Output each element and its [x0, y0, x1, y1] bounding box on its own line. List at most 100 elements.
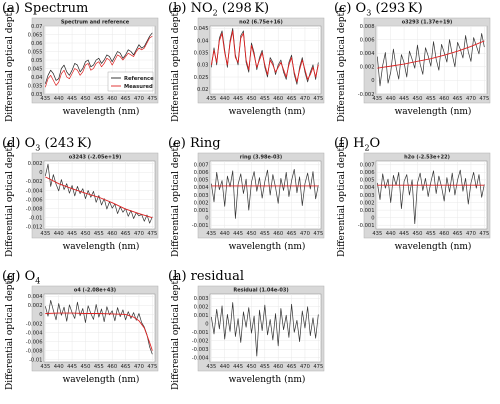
x-tick-label: 445: [399, 96, 409, 102]
panel-c: (c) O3 (293 K) o3293 (1.37e+19) -0.002 0 0.0…: [334, 2, 494, 132]
y-tick-label: -0.006: [26, 197, 43, 203]
legend-label: Measured: [124, 84, 153, 90]
plot-title: h2o (-2.53e+22): [404, 155, 450, 161]
y-axis-label: Differential optical depth: [337, 142, 347, 257]
x-tick-label: 470: [300, 231, 310, 237]
x-tick-label: 475: [313, 231, 323, 237]
x-tick-label: 445: [399, 231, 409, 237]
panel-f: (f) H2O h2o (-2.53e+22) -0.001 0 0.001 0.002 0…: [334, 137, 494, 267]
y-axis-label: Differential optical depth: [171, 275, 181, 390]
y-tick-label: -0.004: [26, 188, 43, 194]
series-line-data: [44, 163, 153, 224]
x-axis-label: wavelength (nm): [63, 241, 140, 252]
x-tick-label: 475: [313, 96, 323, 102]
y-tick-label: -0.002: [358, 92, 375, 98]
y-tick-label: -0.002: [26, 321, 43, 327]
panel-e: (e) Ring ring (3.98e-03) -0.001 0 0.001 0.002…: [168, 137, 328, 267]
y-tick-label: 0.001: [194, 208, 209, 214]
plot-area: [209, 293, 322, 363]
x-tick-label: 460: [273, 231, 283, 237]
chart-svg: Spectrum and reference 0.03 0.035 0.04 0.045…: [5, 7, 159, 122]
x-tick-label: 435: [206, 96, 216, 102]
plot-title: o3293 (1.37e+19): [402, 20, 453, 26]
x-tick-label: 445: [233, 96, 243, 102]
panel-a: (a) Spectrum Spectrum and reference 0.03 0.…: [2, 2, 162, 132]
y-tick-label: -0.003: [192, 347, 209, 353]
series-line-data: [45, 300, 153, 355]
panel-h: (h) residual Residual (1.04e-03) -0.004 -0.…: [168, 270, 328, 400]
y-tick-label: 0.045: [28, 66, 43, 72]
x-tick-label: 470: [300, 96, 310, 102]
y-tick-label: -0.008: [26, 206, 43, 212]
x-tick-label: 435: [372, 231, 382, 237]
y-tick-label: 0: [39, 170, 42, 176]
x-tick-label: 435: [40, 231, 50, 237]
y-tick-label: 0.005: [360, 178, 375, 184]
y-axis-label: Differential optical depth: [5, 142, 15, 257]
x-tick-label: 475: [147, 96, 157, 102]
y-tick-label: -0.002: [26, 179, 43, 185]
x-tick-label: 455: [426, 231, 436, 237]
y-tick-label: -0.001: [358, 223, 375, 229]
x-tick-label: 475: [313, 364, 323, 370]
y-axis-label: Differential optical depth: [5, 275, 15, 390]
panel-label: (h) residual: [168, 269, 244, 284]
x-tick-label: 465: [287, 231, 297, 237]
x-tick-label: 460: [273, 364, 283, 370]
y-tick-label: 0.03: [197, 63, 209, 69]
x-tick-label: 440: [220, 96, 230, 102]
y-tick-label: -0.001: [192, 223, 209, 229]
x-tick-label: 455: [260, 231, 270, 237]
x-tick-label: 460: [107, 364, 117, 370]
x-tick-label: 465: [121, 96, 131, 102]
x-tick-label: 445: [233, 364, 243, 370]
y-tick-label: 0.035: [28, 83, 43, 89]
y-tick-label: 0.006: [194, 170, 209, 176]
chart-svg: no2 (6.75e+16) 0.02 0.025 0.03 0.035 0.04 0.04…: [171, 7, 325, 122]
y-tick-label: 0.025: [194, 75, 209, 81]
series-line-data: [376, 169, 485, 225]
x-tick-label: 440: [386, 96, 396, 102]
x-tick-label: 435: [372, 96, 382, 102]
x-tick-label: 455: [94, 231, 104, 237]
series-line-data: [210, 302, 319, 357]
x-tick-label: 455: [426, 96, 436, 102]
x-tick-label: 435: [40, 96, 50, 102]
x-tick-label: 475: [479, 96, 489, 102]
plot-area: [43, 293, 156, 363]
x-tick-label: 465: [453, 96, 463, 102]
y-tick-label: 0.05: [31, 58, 43, 64]
y-tick-label: 0.003: [360, 193, 375, 199]
y-axis-label: Differential optical depth: [337, 7, 347, 122]
plot-area: [43, 160, 156, 230]
x-tick-label: 475: [479, 231, 489, 237]
panel-label: (d) O3 (243 K): [2, 136, 92, 153]
x-tick-label: 475: [147, 364, 157, 370]
y-tick-label: -0.01: [29, 215, 42, 221]
chart-svg: o4 (-2.08e+43) -0.01 -0.008 -0.006 -0.004 -0.…: [5, 275, 159, 390]
series-line-fit: [45, 176, 153, 219]
series-line-measured: [45, 35, 153, 88]
x-tick-label: 445: [233, 231, 243, 237]
x-axis-label: wavelength (nm): [229, 374, 306, 385]
y-tick-label: 0.003: [194, 296, 209, 302]
x-tick-label: 450: [247, 364, 257, 370]
y-tick-label: -0.01: [29, 358, 42, 364]
y-tick-label: 0.008: [360, 24, 375, 30]
x-tick-label: 455: [260, 96, 270, 102]
y-tick-label: -0.004: [26, 330, 43, 336]
x-tick-label: 440: [54, 364, 64, 370]
y-tick-label: 0.002: [194, 200, 209, 206]
y-tick-label: 0.002: [28, 161, 43, 167]
x-tick-label: 470: [134, 231, 144, 237]
y-tick-label: 0.07: [31, 24, 43, 30]
x-tick-label: 465: [287, 96, 297, 102]
y-tick-label: 0.065: [28, 32, 43, 38]
x-tick-label: 470: [466, 96, 476, 102]
x-tick-label: 435: [206, 231, 216, 237]
chart-svg: o3243 (-2.05e+19) -0.012 -0.01 -0.008 -0.006…: [5, 142, 159, 257]
y-tick-label: 0.006: [360, 170, 375, 176]
